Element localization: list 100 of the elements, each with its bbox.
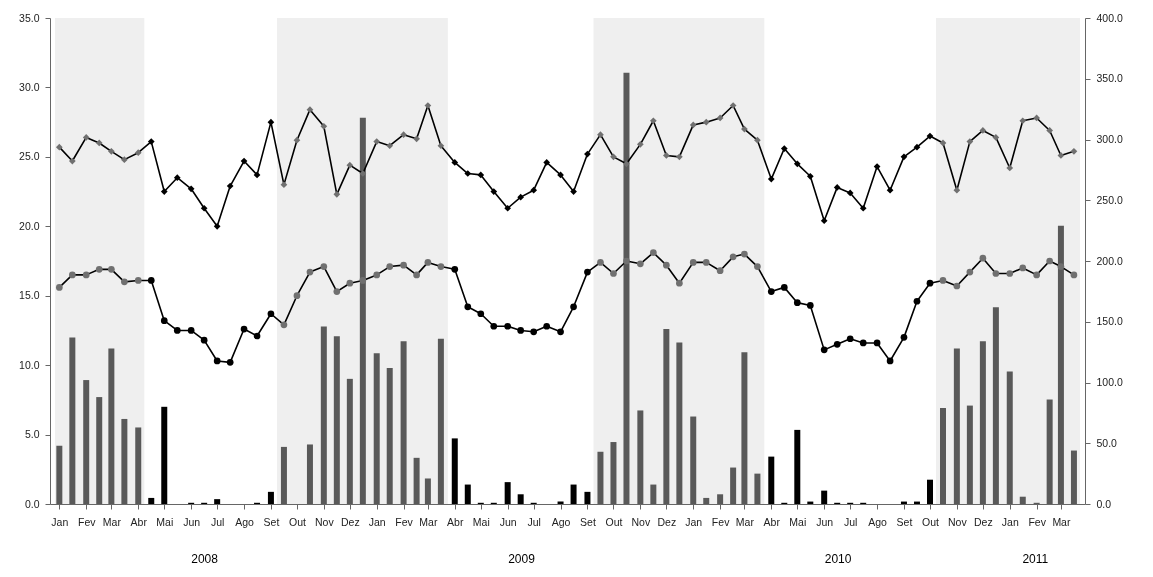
y-tick-label: 20.0: [19, 219, 40, 232]
bar: [754, 473, 761, 504]
x-tick-label: Nov: [948, 515, 968, 528]
bar: [386, 367, 393, 504]
bar: [741, 352, 748, 504]
bar: [966, 405, 973, 504]
bar: [939, 408, 946, 504]
x-tick-label: Jun: [183, 515, 201, 528]
bar: [280, 446, 287, 504]
bar: [1057, 225, 1064, 504]
bar: [610, 442, 617, 504]
text: 2008: [191, 552, 219, 566]
y2-tick-label: 400.0: [1096, 11, 1123, 24]
y-tick-label: 10.0: [19, 358, 40, 371]
bar: [979, 341, 986, 504]
bar: [306, 444, 313, 504]
y-tick-label: 35.0: [19, 11, 40, 24]
bar: [373, 353, 380, 504]
bar: [413, 457, 420, 504]
x-tick-label: Nov: [631, 515, 651, 528]
y2-tick-label: 50.0: [1096, 436, 1118, 449]
bar: [663, 329, 670, 504]
bar: [597, 451, 604, 504]
bar: [56, 445, 63, 504]
bar: [703, 497, 710, 504]
bar: [717, 494, 724, 504]
y2-tick-label: 350.0: [1096, 72, 1123, 85]
bar: [400, 341, 407, 504]
bar: [794, 429, 801, 504]
bar: [1046, 399, 1053, 504]
text: 2009: [508, 552, 536, 566]
bar: [424, 478, 431, 504]
bar: [504, 482, 511, 504]
x-tick-label: Jan: [1001, 515, 1019, 528]
x-tick-label: Mai: [472, 515, 490, 528]
bar: [1070, 450, 1077, 504]
x-tick-label: Mai: [789, 515, 807, 528]
y2-tick-label: 150.0: [1096, 315, 1123, 328]
bar: [148, 497, 155, 504]
bar: [451, 438, 458, 504]
bar: [926, 479, 933, 504]
x-tick-label: Ago: [868, 515, 888, 528]
x-tick-label: Dez: [657, 515, 677, 528]
bar: [135, 427, 142, 504]
x-tick-label: Jan: [51, 515, 69, 528]
y-tick-label: 15.0: [19, 289, 40, 302]
bar: [437, 338, 444, 504]
bar: [161, 406, 168, 504]
x-tick-label: Jun: [499, 515, 517, 528]
bar: [623, 72, 630, 504]
bar: [730, 467, 737, 504]
x-tick-label: Out: [922, 515, 940, 528]
bar: [464, 484, 471, 504]
y2-tick-label: 250.0: [1096, 193, 1123, 206]
bar: [121, 418, 128, 504]
y-tick-label: 30.0: [19, 80, 40, 93]
x-tick-label: Fev: [77, 515, 97, 528]
x-tick-label: Jan: [368, 515, 386, 528]
text: 2011: [1022, 552, 1049, 566]
text: 2010: [824, 552, 852, 566]
y-tick-label: 5.0: [24, 428, 40, 441]
x-tick-label: Abr: [763, 515, 781, 528]
x-tick-label: Fev: [395, 515, 414, 528]
bar: [584, 491, 591, 504]
x-tick-label: Mar: [419, 515, 438, 528]
x-tick-label: Ago: [235, 515, 255, 528]
x-tick-label: Out: [288, 515, 306, 528]
x-tick-label: Jul: [210, 515, 225, 528]
x-tick-label: Fev: [1028, 515, 1047, 528]
bar: [359, 117, 366, 504]
x-tick-label: Ago: [551, 515, 571, 528]
x-tick-label: Abr: [447, 515, 464, 528]
bar: [346, 378, 353, 504]
x-tick-label: Set: [896, 515, 913, 528]
bar: [517, 494, 524, 504]
bar: [821, 490, 828, 504]
bar: [214, 499, 221, 504]
y-tick-label: 25.0: [19, 150, 40, 163]
x-tick-label: Set: [263, 515, 280, 528]
bar: [690, 416, 697, 504]
bar: [320, 326, 327, 504]
y-tick-label: 0.0: [24, 497, 40, 510]
x-tick-label: Mar: [1052, 515, 1071, 528]
x-tick-label: Nov: [314, 515, 335, 528]
y2-tick-label: 0.0: [1096, 497, 1112, 510]
x-tick-label: Abr: [130, 515, 148, 528]
bar: [333, 336, 340, 504]
bar: [570, 484, 577, 504]
bar: [96, 397, 103, 504]
x-tick-label: Dez: [974, 515, 993, 528]
bar: [69, 337, 76, 504]
x-tick-label: Jul: [527, 515, 541, 528]
bar: [1019, 496, 1026, 504]
x-tick-label: Set: [580, 515, 596, 528]
bar: [83, 380, 90, 504]
bar: [1006, 371, 1013, 504]
x-tick-label: Dez: [341, 515, 360, 528]
y2-tick-label: 300.0: [1096, 133, 1123, 145]
y2-tick-label: 100.0: [1096, 376, 1123, 388]
bar: [953, 348, 960, 504]
